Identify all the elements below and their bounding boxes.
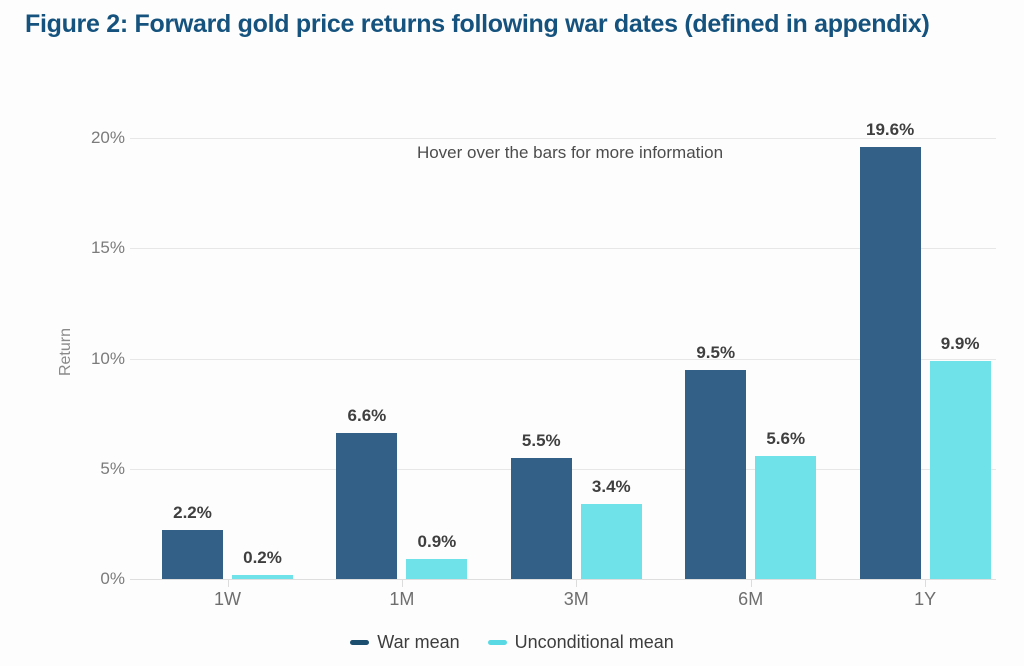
figure-title: Figure 2: Forward gold price returns fol… bbox=[25, 10, 930, 38]
bar-value-label: 5.6% bbox=[766, 428, 806, 448]
bar-value-label: 0.9% bbox=[417, 532, 457, 552]
x-axis-tick bbox=[925, 580, 927, 587]
legend-swatch-icon bbox=[350, 640, 370, 645]
bar-value-label: 6.6% bbox=[347, 406, 387, 426]
y-axis-title: Return bbox=[57, 327, 74, 377]
legend-item-unconditional-mean[interactable]: Unconditional mean bbox=[487, 632, 674, 653]
bar-value-label: 9.5% bbox=[696, 342, 736, 362]
gridline-0% bbox=[130, 579, 996, 580]
bar-value-label: 19.6% bbox=[865, 119, 915, 139]
legend: War mean Unconditional mean bbox=[0, 632, 1024, 653]
y-axis-tick-label: 20% bbox=[90, 128, 125, 147]
bar-value-label: 3.4% bbox=[591, 477, 631, 497]
y-axis-tick-label: 0% bbox=[100, 569, 125, 588]
x-axis-tick bbox=[576, 580, 578, 587]
bar-unconditional-mean-1m[interactable] bbox=[406, 559, 468, 579]
bar-value-label: 2.2% bbox=[173, 503, 212, 523]
x-axis-tick bbox=[750, 580, 752, 587]
x-axis-label-3m: 3M bbox=[563, 589, 589, 609]
bar-war-mean-6m[interactable] bbox=[685, 369, 747, 579]
bar-unconditional-mean-6m[interactable] bbox=[755, 455, 817, 579]
bar-value-label: 9.9% bbox=[940, 333, 980, 353]
bar-value-label: 0.2% bbox=[243, 547, 282, 567]
gridline-20% bbox=[130, 138, 996, 139]
bar-war-mean-3m[interactable] bbox=[510, 457, 572, 579]
legend-swatch-icon bbox=[487, 640, 507, 645]
x-axis-tick bbox=[227, 580, 229, 587]
y-axis-tick-label: 5% bbox=[100, 458, 125, 478]
bar-value-label: 5.5% bbox=[521, 430, 561, 450]
bar-unconditional-mean-1w[interactable] bbox=[232, 574, 293, 579]
bar-war-mean-1y[interactable] bbox=[859, 146, 921, 579]
y-axis-tick-label: 15% bbox=[90, 238, 125, 258]
bar-war-mean-1m[interactable] bbox=[336, 433, 398, 579]
legend-label: War mean bbox=[377, 632, 460, 652]
y-axis-tick-label: 10% bbox=[90, 348, 125, 368]
x-axis-tick bbox=[401, 580, 403, 587]
bar-war-mean-1w[interactable] bbox=[162, 530, 223, 579]
legend-item-war-mean[interactable]: War mean bbox=[350, 632, 460, 653]
bar-unconditional-mean-3m[interactable] bbox=[580, 504, 642, 579]
gridline-15% bbox=[130, 248, 996, 250]
x-axis-label-1w: 1W bbox=[214, 589, 241, 609]
legend-label: Unconditional mean bbox=[514, 632, 674, 652]
x-axis-label-1m: 1M bbox=[389, 589, 415, 609]
x-axis-label-6m: 6M bbox=[738, 589, 764, 609]
x-axis-label-1y: 1Y bbox=[914, 589, 937, 609]
bar-unconditional-mean-1y[interactable] bbox=[929, 360, 991, 579]
gridline-10% bbox=[130, 358, 996, 360]
hover-note: Hover over the bars for more information bbox=[416, 143, 724, 162]
